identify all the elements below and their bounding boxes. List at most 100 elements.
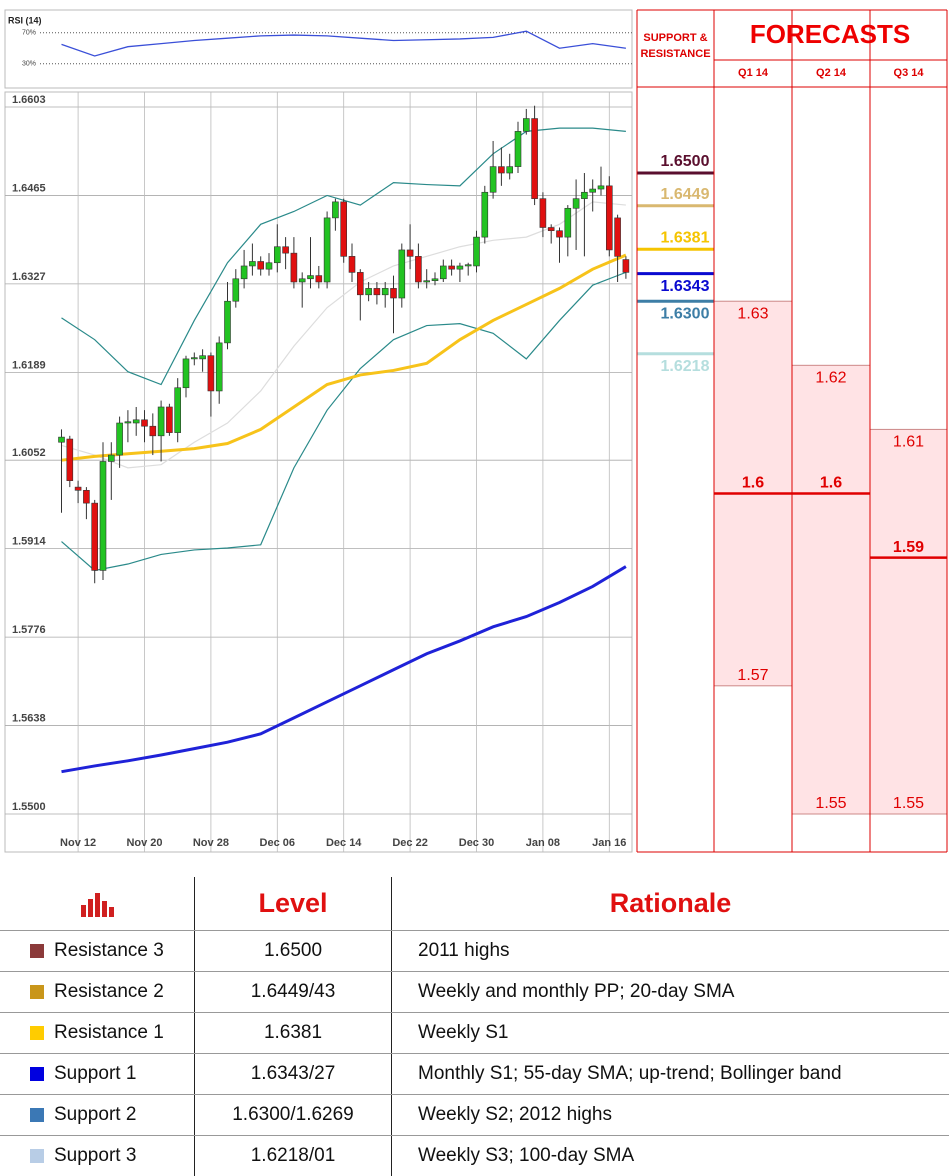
swatch <box>30 985 44 999</box>
level-label: 1.6218 <box>661 358 710 375</box>
candle-body <box>547 227 555 232</box>
candle-body <box>83 490 90 504</box>
candle-body <box>315 275 323 283</box>
candle-body <box>58 436 65 443</box>
candle-body <box>91 502 98 571</box>
candle-body <box>124 421 132 424</box>
level-cell: Support 2 <box>0 1095 195 1135</box>
candle-body <box>265 262 273 270</box>
level-value: 1.6300/1.6269 <box>195 1095 392 1135</box>
y-tick-label: 1.5500 <box>12 801 46 813</box>
overlay-line <box>61 201 626 469</box>
low-label: 1.55 <box>815 795 846 812</box>
candle-body <box>572 198 580 209</box>
levels-table: Level Rationale Resistance 3 1.6500 2011 h… <box>0 877 949 1176</box>
x-tick-label: Nov 20 <box>126 837 162 849</box>
level-label: 1.6343 <box>661 278 710 295</box>
price-frame <box>4 91 633 853</box>
candle-body <box>481 191 489 238</box>
candle-body <box>597 185 605 190</box>
candle-body <box>614 217 621 257</box>
rationale: Weekly S2; 2012 highs <box>418 1104 612 1125</box>
candle-body <box>423 280 431 283</box>
level-label: 1.6500 <box>661 153 710 170</box>
candle-body <box>605 185 613 251</box>
candle-body <box>332 201 339 219</box>
median-label: 1.6 <box>742 475 764 492</box>
rsi-tick-label: 70% <box>22 30 36 37</box>
table-row: Resistance 2 1.6449/43 Weekly and monthly … <box>0 971 949 1012</box>
candle-body <box>108 454 115 462</box>
swatch <box>30 1149 44 1163</box>
candle-body <box>522 118 530 132</box>
candle-body <box>356 272 364 296</box>
header-icon-cell <box>0 877 195 930</box>
high-label: 1.62 <box>815 370 846 387</box>
candle-body <box>157 406 165 437</box>
low-label: 1.55 <box>893 795 924 812</box>
candle-body <box>531 118 538 199</box>
candle-body <box>556 230 563 238</box>
icon <box>81 892 114 917</box>
level-name: Support 3 <box>54 1145 137 1166</box>
y-tick-label: 1.6465 <box>12 182 46 194</box>
rsi-line <box>61 30 626 57</box>
x-tick-label: Jan 16 <box>592 837 626 849</box>
x-tick-label: Dec 30 <box>459 837 494 849</box>
level-cell: Resistance 2 <box>0 972 195 1012</box>
quarter-label: Q2 14 <box>816 67 847 79</box>
x-tick-label: Nov 28 <box>193 837 229 849</box>
high-label: 1.61 <box>893 434 924 451</box>
candle-body <box>307 275 314 280</box>
table-row: Resistance 1 1.6381 Weekly S1 <box>0 1012 949 1053</box>
swatch <box>30 1108 44 1122</box>
forecast-title: FORECASTS <box>750 19 910 49</box>
level-name: Support 2 <box>54 1104 137 1125</box>
candle-body <box>390 288 397 299</box>
overlay-line <box>61 271 627 572</box>
candle-body <box>464 264 472 267</box>
level-value: 1.6218/01 <box>195 1136 392 1176</box>
quarter-label: Q3 14 <box>894 67 925 79</box>
y-tick-label: 1.5914 <box>12 536 47 548</box>
candle-body <box>257 261 265 270</box>
candle-body <box>439 265 447 280</box>
candle-body <box>381 288 389 296</box>
x-tick-label: Dec 06 <box>260 837 295 849</box>
candle-body <box>539 198 547 228</box>
candle-body <box>74 486 82 491</box>
candle-body <box>290 252 298 283</box>
candle-body <box>622 259 630 273</box>
high-label: 1.63 <box>737 305 768 322</box>
level-cell: Resistance 1 <box>0 1013 195 1053</box>
candle-body <box>232 278 240 302</box>
candle-body <box>174 387 181 433</box>
candle-body <box>240 265 248 280</box>
level-value: 1.6381 <box>195 1013 392 1053</box>
swatch <box>30 1026 44 1040</box>
candle-body <box>149 425 157 437</box>
level-value: 1.6343/27 <box>195 1054 392 1094</box>
candle-body <box>506 166 514 174</box>
levels-title: SUPPORT & RESISTANCE <box>640 32 711 60</box>
candle-body <box>215 342 223 392</box>
candle-body <box>514 131 522 167</box>
rsi-title: RSI (14) <box>8 15 42 25</box>
candle-body <box>116 422 123 456</box>
swatch <box>30 944 44 958</box>
level-name: Resistance 2 <box>54 981 164 1002</box>
candle-body <box>282 246 289 254</box>
level-cell: Support 3 <box>0 1136 195 1176</box>
candle-body <box>448 265 455 270</box>
candle-body <box>564 207 572 238</box>
rationale: 2011 highs <box>418 940 510 961</box>
candle-body <box>191 357 198 360</box>
candle-body <box>182 358 190 389</box>
level-name: Resistance 3 <box>54 940 164 961</box>
candle-body <box>66 438 74 481</box>
level-label: 1.6381 <box>661 230 710 247</box>
x-tick-label: Dec 14 <box>326 837 362 849</box>
candle-body <box>340 201 348 257</box>
candle-body <box>207 355 215 392</box>
level-cell: Resistance 3 <box>0 931 195 971</box>
